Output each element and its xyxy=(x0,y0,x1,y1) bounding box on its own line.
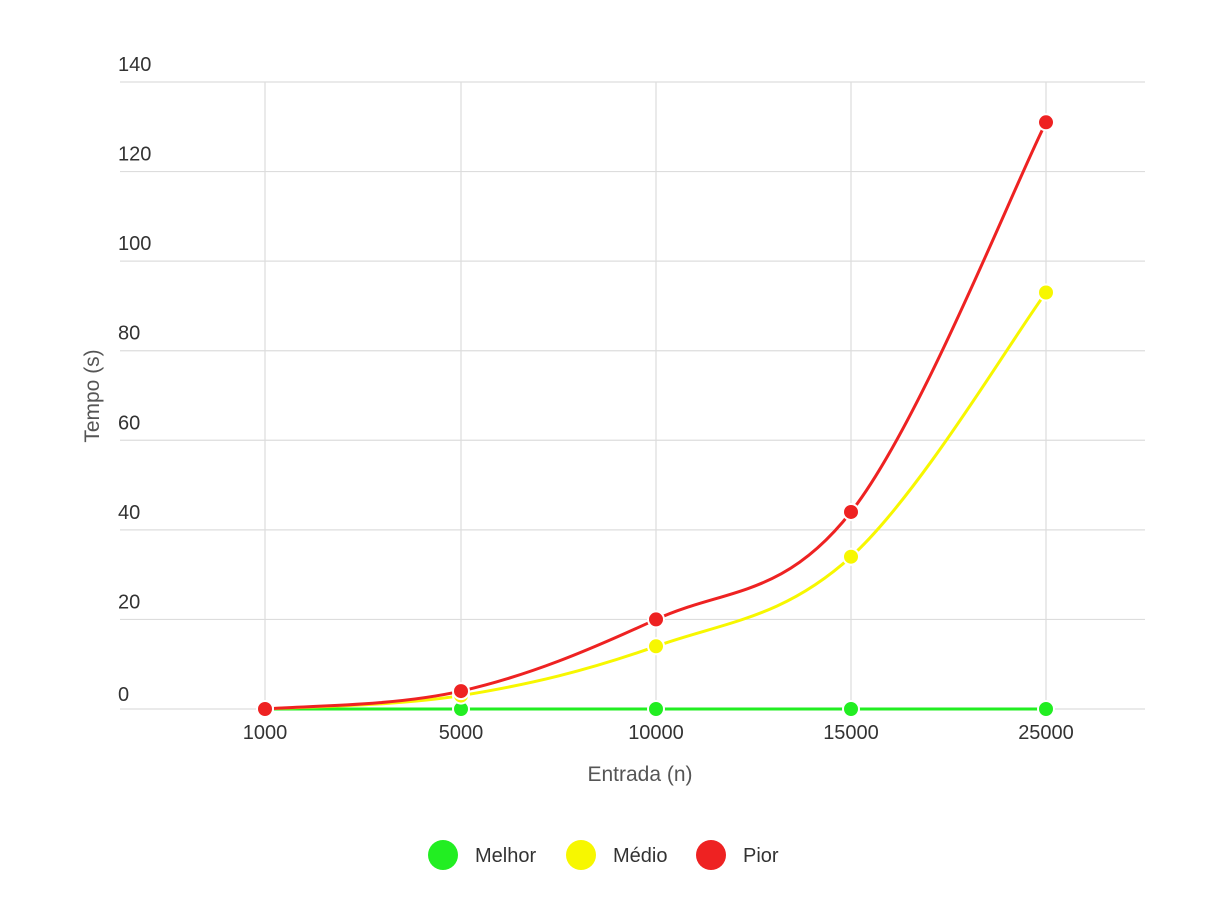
x-tick-label: 15000 xyxy=(823,722,879,744)
legend-marker-melhor xyxy=(428,840,458,870)
legend-marker-pior xyxy=(696,840,726,870)
y-tick-label: 0 xyxy=(118,684,129,706)
data-point-melhor[interactable] xyxy=(1037,700,1055,718)
series-line-médio xyxy=(264,291,1048,711)
y-tick-label: 100 xyxy=(118,233,151,255)
y-tick-label: 120 xyxy=(118,144,151,166)
x-axis-ticks: 1000 5000 10000 15000 25000 xyxy=(243,722,1074,744)
y-tick-label: 80 xyxy=(118,323,140,345)
legend-label-médio: Médio xyxy=(613,845,667,867)
series-line-pior xyxy=(264,121,1048,711)
x-tick-label: 10000 xyxy=(628,722,684,744)
y-tick-label: 20 xyxy=(118,591,140,613)
legend: Melhor Médio Pior xyxy=(428,840,779,870)
data-point-melhor[interactable] xyxy=(842,700,860,718)
grid xyxy=(120,81,1145,710)
x-axis-title: Entrada (n) xyxy=(587,763,692,786)
y-tick-label: 60 xyxy=(118,412,140,434)
data-point-pior[interactable] xyxy=(256,700,274,718)
data-point-pior[interactable] xyxy=(842,502,860,521)
x-tick-label: 1000 xyxy=(243,722,288,744)
legend-label-melhor: Melhor xyxy=(475,845,536,867)
x-tick-label: 5000 xyxy=(439,722,484,744)
y-tick-label: 40 xyxy=(118,502,140,524)
y-tick-label: 140 xyxy=(118,54,151,76)
legend-label-pior: Pior xyxy=(743,845,779,867)
data-point-médio[interactable] xyxy=(647,637,665,656)
legend-marker-médio xyxy=(566,840,596,870)
series-points xyxy=(256,113,1055,718)
y-axis-title: Tempo (s) xyxy=(81,349,104,442)
data-point-melhor[interactable] xyxy=(647,700,665,718)
data-point-pior[interactable] xyxy=(647,610,665,629)
x-tick-label: 25000 xyxy=(1018,722,1074,744)
data-point-pior[interactable] xyxy=(1037,113,1055,132)
data-point-médio[interactable] xyxy=(842,547,860,566)
data-point-pior[interactable] xyxy=(452,682,470,701)
y-axis-ticks: 0 20 40 60 80 100 120 140 xyxy=(118,54,151,706)
data-point-médio[interactable] xyxy=(1037,283,1055,302)
